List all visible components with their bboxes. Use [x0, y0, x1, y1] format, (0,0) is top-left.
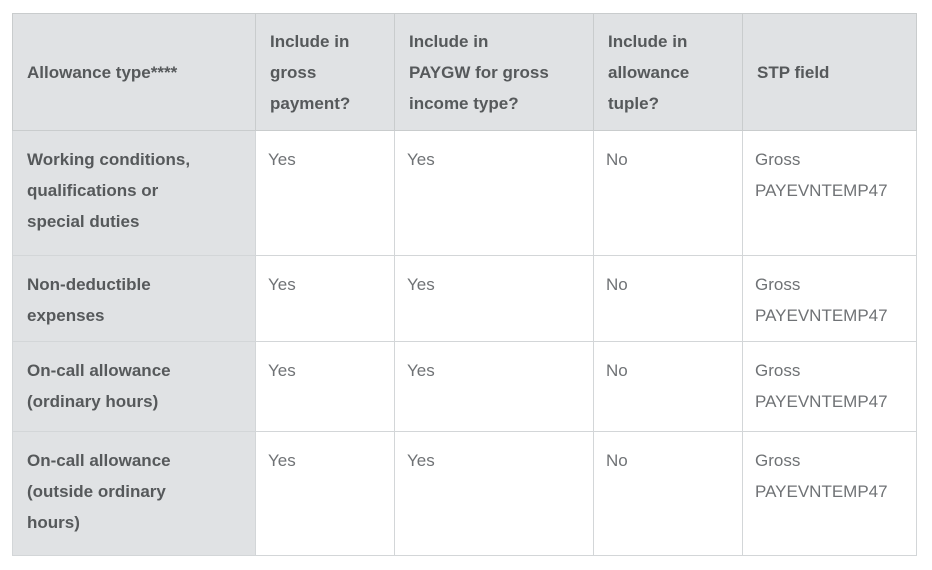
- cell-allowance-type: On-call allowance (ordinary hours): [12, 341, 256, 432]
- table-row: On-call allowance (ordinary hours) Yes Y…: [12, 341, 917, 432]
- cell-paygw: Yes: [394, 255, 594, 342]
- table-row: On-call allowance (outside ordinary hour…: [12, 431, 917, 556]
- cell-stp-field: Gross PAYEVNTEMP47: [742, 341, 917, 432]
- column-header-allowance-type: Allowance type****: [12, 13, 256, 131]
- cell-gross-payment: Yes: [255, 130, 395, 256]
- column-header-include-gross-payment: Include in gross payment?: [255, 13, 395, 131]
- cell-stp-field: Gross PAYEVNTEMP47: [742, 130, 917, 256]
- column-header-stp-field: STP field: [742, 13, 917, 131]
- cell-allowance-tuple: No: [593, 431, 743, 556]
- cell-allowance-tuple: No: [593, 341, 743, 432]
- cell-paygw: Yes: [394, 130, 594, 256]
- table-row: Working conditions, qualifications or sp…: [12, 130, 917, 256]
- column-header-include-paygw: Include in PAYGW for gross income type?: [394, 13, 594, 131]
- cell-allowance-tuple: No: [593, 255, 743, 342]
- cell-gross-payment: Yes: [255, 341, 395, 432]
- cell-gross-payment: Yes: [255, 255, 395, 342]
- table-row: Non-deductible expenses Yes Yes No Gross…: [12, 255, 917, 342]
- allowance-type-table: Allowance type**** Include in gross paym…: [12, 13, 917, 556]
- cell-gross-payment: Yes: [255, 431, 395, 556]
- cell-stp-field: Gross PAYEVNTEMP47: [742, 255, 917, 342]
- header-row: Allowance type**** Include in gross paym…: [12, 13, 917, 131]
- cell-allowance-type: Working conditions, qualifications or sp…: [12, 130, 256, 256]
- cell-paygw: Yes: [394, 341, 594, 432]
- cell-stp-field: Gross PAYEVNTEMP47: [742, 431, 917, 556]
- cell-paygw: Yes: [394, 431, 594, 556]
- cell-allowance-tuple: No: [593, 130, 743, 256]
- column-header-include-allowance-tuple: Include in allowance tuple?: [593, 13, 743, 131]
- cell-allowance-type: On-call allowance (outside ordinary hour…: [12, 431, 256, 556]
- cell-allowance-type: Non-deductible expenses: [12, 255, 256, 342]
- table-body: Working conditions, qualifications or sp…: [12, 130, 917, 556]
- table-header: Allowance type**** Include in gross paym…: [12, 13, 917, 131]
